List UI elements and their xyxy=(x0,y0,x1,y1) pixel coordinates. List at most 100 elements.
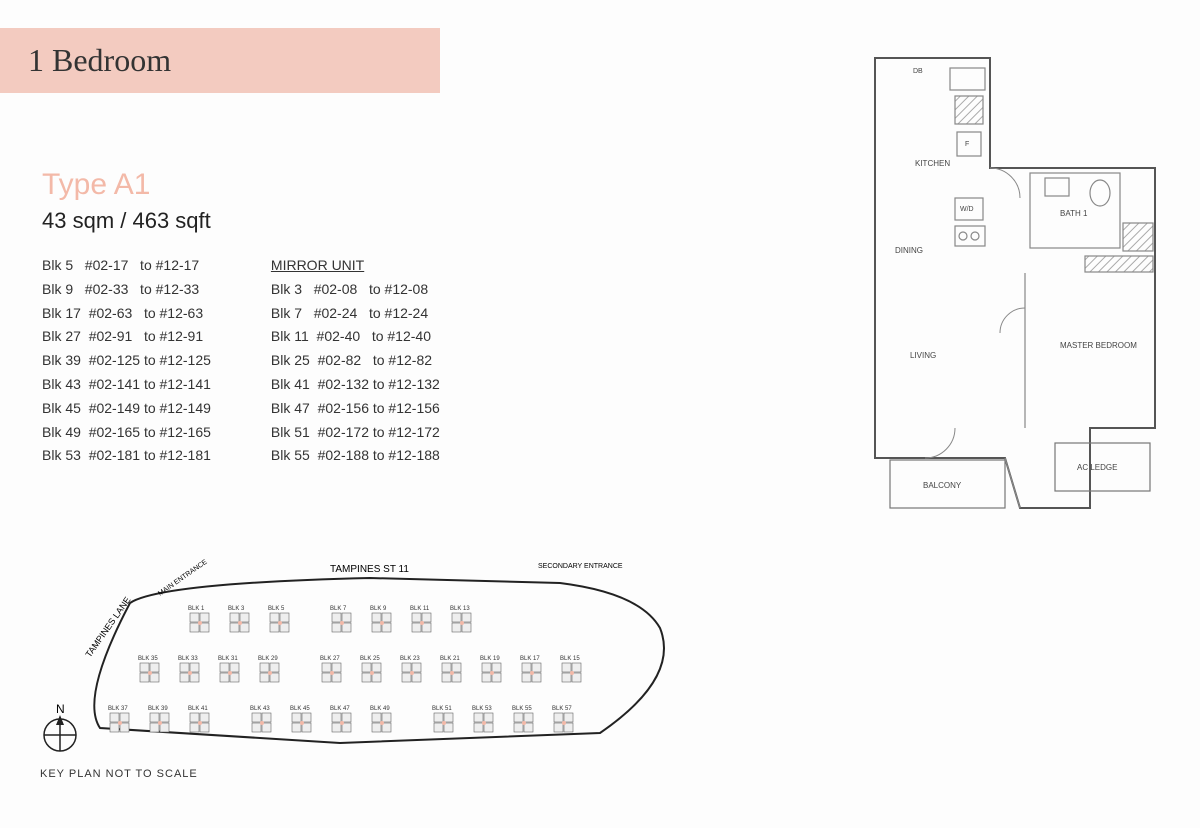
unit-row: Blk 3 #02-08 to #12-08 xyxy=(271,278,440,302)
unit-row: Blk 7 #02-24 to #12-24 xyxy=(271,302,440,326)
keyplan-block: BLK 9 xyxy=(370,606,391,632)
keyplan-block: BLK 1 xyxy=(188,606,209,632)
keyplan-block: BLK 55 xyxy=(512,706,533,732)
keyplan-svg: TAMPINES ST 11 TAMPINES LANE MAIN ENTRAN… xyxy=(40,558,700,758)
keyplan-block: BLK 17 xyxy=(520,656,541,682)
svg-text:BLK 55: BLK 55 xyxy=(512,706,532,712)
street-top-label: TAMPINES ST 11 xyxy=(330,564,409,575)
svg-text:BLK 21: BLK 21 xyxy=(440,656,460,662)
room-balcony: BALCONY xyxy=(923,481,962,490)
svg-text:BLK 1: BLK 1 xyxy=(188,606,205,612)
room-dining: DINING xyxy=(895,246,923,255)
keyplan-block: BLK 19 xyxy=(480,656,501,682)
unit-row: Blk 27 #02-91 to #12-91 xyxy=(42,325,211,349)
keyplan-block: BLK 37 xyxy=(108,706,129,732)
unit-row: Blk 43 #02-141 to #12-141 xyxy=(42,373,211,397)
page-title: 1 Bedroom xyxy=(28,42,412,79)
keyplan-block: BLK 51 xyxy=(432,706,453,732)
mirror-unit-header: MIRROR UNIT xyxy=(271,254,440,278)
svg-text:BLK 25: BLK 25 xyxy=(360,656,380,662)
keyplan-block: BLK 23 xyxy=(400,656,421,682)
svg-text:BLK 3: BLK 3 xyxy=(228,606,245,612)
keyplan-block: BLK 33 xyxy=(178,656,199,682)
keyplan-block: BLK 7 xyxy=(330,606,351,632)
unit-row: Blk 55 #02-188 to #12-188 xyxy=(271,444,440,468)
svg-text:BLK 47: BLK 47 xyxy=(330,706,350,712)
unit-row: Blk 9 #02-33 to #12-33 xyxy=(42,278,211,302)
svg-text:BLK 19: BLK 19 xyxy=(480,656,500,662)
keyplan-block: BLK 5 xyxy=(268,606,289,632)
unit-row: Blk 11 #02-40 to #12-40 xyxy=(271,325,440,349)
svg-text:BLK 15: BLK 15 xyxy=(560,656,580,662)
keyplan-block: BLK 21 xyxy=(440,656,461,682)
keyplan-block: BLK 35 xyxy=(138,656,159,682)
keyplan-block: BLK 13 xyxy=(450,606,471,632)
room-kitchen: KITCHEN xyxy=(915,159,950,168)
unit-row: Blk 45 #02-149 to #12-149 xyxy=(42,397,211,421)
unit-row: Blk 53 #02-181 to #12-181 xyxy=(42,444,211,468)
keyplan-block: BLK 41 xyxy=(188,706,209,732)
svg-text:BLK 39: BLK 39 xyxy=(148,706,168,712)
compass: N xyxy=(40,703,80,760)
svg-text:BLK 23: BLK 23 xyxy=(400,656,420,662)
keyplan-block: BLK 29 xyxy=(258,656,279,682)
svg-text:BLK 57: BLK 57 xyxy=(552,706,572,712)
svg-text:BLK 29: BLK 29 xyxy=(258,656,278,662)
svg-text:BLK 7: BLK 7 xyxy=(330,606,347,612)
svg-text:BLK 53: BLK 53 xyxy=(472,706,492,712)
units-right-column: MIRROR UNIT Blk 3 #02-08 to #12-08Blk 7 … xyxy=(271,254,440,468)
room-ac: AC LEDGE xyxy=(1077,463,1117,472)
svg-text:BLK 49: BLK 49 xyxy=(370,706,390,712)
svg-text:BLK 17: BLK 17 xyxy=(520,656,540,662)
type-size: 43 sqm / 463 sqft xyxy=(42,208,742,234)
svg-text:BLK 35: BLK 35 xyxy=(138,656,158,662)
unit-row: Blk 41 #02-132 to #12-132 xyxy=(271,373,440,397)
keyplan-block: BLK 49 xyxy=(370,706,391,732)
keyplan-block: BLK 11 xyxy=(410,606,431,632)
unit-row: Blk 47 #02-156 to #12-156 xyxy=(271,397,440,421)
keyplan-block: BLK 57 xyxy=(552,706,573,732)
room-master-1: MASTER BEDROOM xyxy=(1060,341,1137,350)
keyplan-block: BLK 27 xyxy=(320,656,341,682)
svg-text:BLK 33: BLK 33 xyxy=(178,656,198,662)
unit-row: Blk 25 #02-82 to #12-82 xyxy=(271,349,440,373)
room-f: F xyxy=(965,141,969,148)
keyplan-block: BLK 15 xyxy=(560,656,581,682)
unit-row: Blk 51 #02-172 to #12-172 xyxy=(271,421,440,445)
unit-row: Blk 49 #02-165 to #12-165 xyxy=(42,421,211,445)
compass-n: N xyxy=(56,703,65,716)
svg-text:BLK 41: BLK 41 xyxy=(188,706,208,712)
main-entrance-label: MAIN ENTRANCE xyxy=(157,558,209,597)
svg-text:BLK 43: BLK 43 xyxy=(250,706,270,712)
svg-text:BLK 31: BLK 31 xyxy=(218,656,238,662)
floorplan-svg: DB F KITCHEN W/D DINING BATH 1 LIVING MA… xyxy=(855,48,1170,548)
svg-text:BLK 11: BLK 11 xyxy=(410,606,430,612)
room-db: DB xyxy=(913,68,923,75)
floorplan: DB F KITCHEN W/D DINING BATH 1 LIVING MA… xyxy=(855,48,1170,548)
keyplan-block: BLK 53 xyxy=(472,706,493,732)
keyplan-block: BLK 43 xyxy=(250,706,271,732)
keyplan-block: BLK 3 xyxy=(228,606,249,632)
content-left: Type A1 43 sqm / 463 sqft Blk 5 #02-17 t… xyxy=(42,168,742,468)
svg-text:BLK 5: BLK 5 xyxy=(268,606,285,612)
unit-row: Blk 39 #02-125 to #12-125 xyxy=(42,349,211,373)
svg-text:BLK 13: BLK 13 xyxy=(450,606,470,612)
units-wrap: Blk 5 #02-17 to #12-17Blk 9 #02-33 to #1… xyxy=(42,254,742,468)
unit-row: Blk 17 #02-63 to #12-63 xyxy=(42,302,211,326)
room-wd: W/D xyxy=(960,206,974,213)
secondary-entrance-label: SECONDARY ENTRANCE xyxy=(538,563,623,570)
svg-text:BLK 9: BLK 9 xyxy=(370,606,387,612)
room-living: LIVING xyxy=(910,351,936,360)
unit-row: Blk 5 #02-17 to #12-17 xyxy=(42,254,211,278)
svg-text:BLK 37: BLK 37 xyxy=(108,706,128,712)
keyplan-block: BLK 45 xyxy=(290,706,311,732)
svg-text:BLK 51: BLK 51 xyxy=(432,706,452,712)
keyplan: TAMPINES ST 11 TAMPINES LANE MAIN ENTRAN… xyxy=(40,558,740,780)
keyplan-caption: KEY PLAN NOT TO SCALE xyxy=(40,768,740,780)
type-name: Type A1 xyxy=(42,168,742,202)
keyplan-block: BLK 47 xyxy=(330,706,351,732)
svg-text:BLK 27: BLK 27 xyxy=(320,656,340,662)
header-banner: 1 Bedroom xyxy=(0,28,440,93)
svg-text:BLK 45: BLK 45 xyxy=(290,706,310,712)
keyplan-block: BLK 25 xyxy=(360,656,381,682)
